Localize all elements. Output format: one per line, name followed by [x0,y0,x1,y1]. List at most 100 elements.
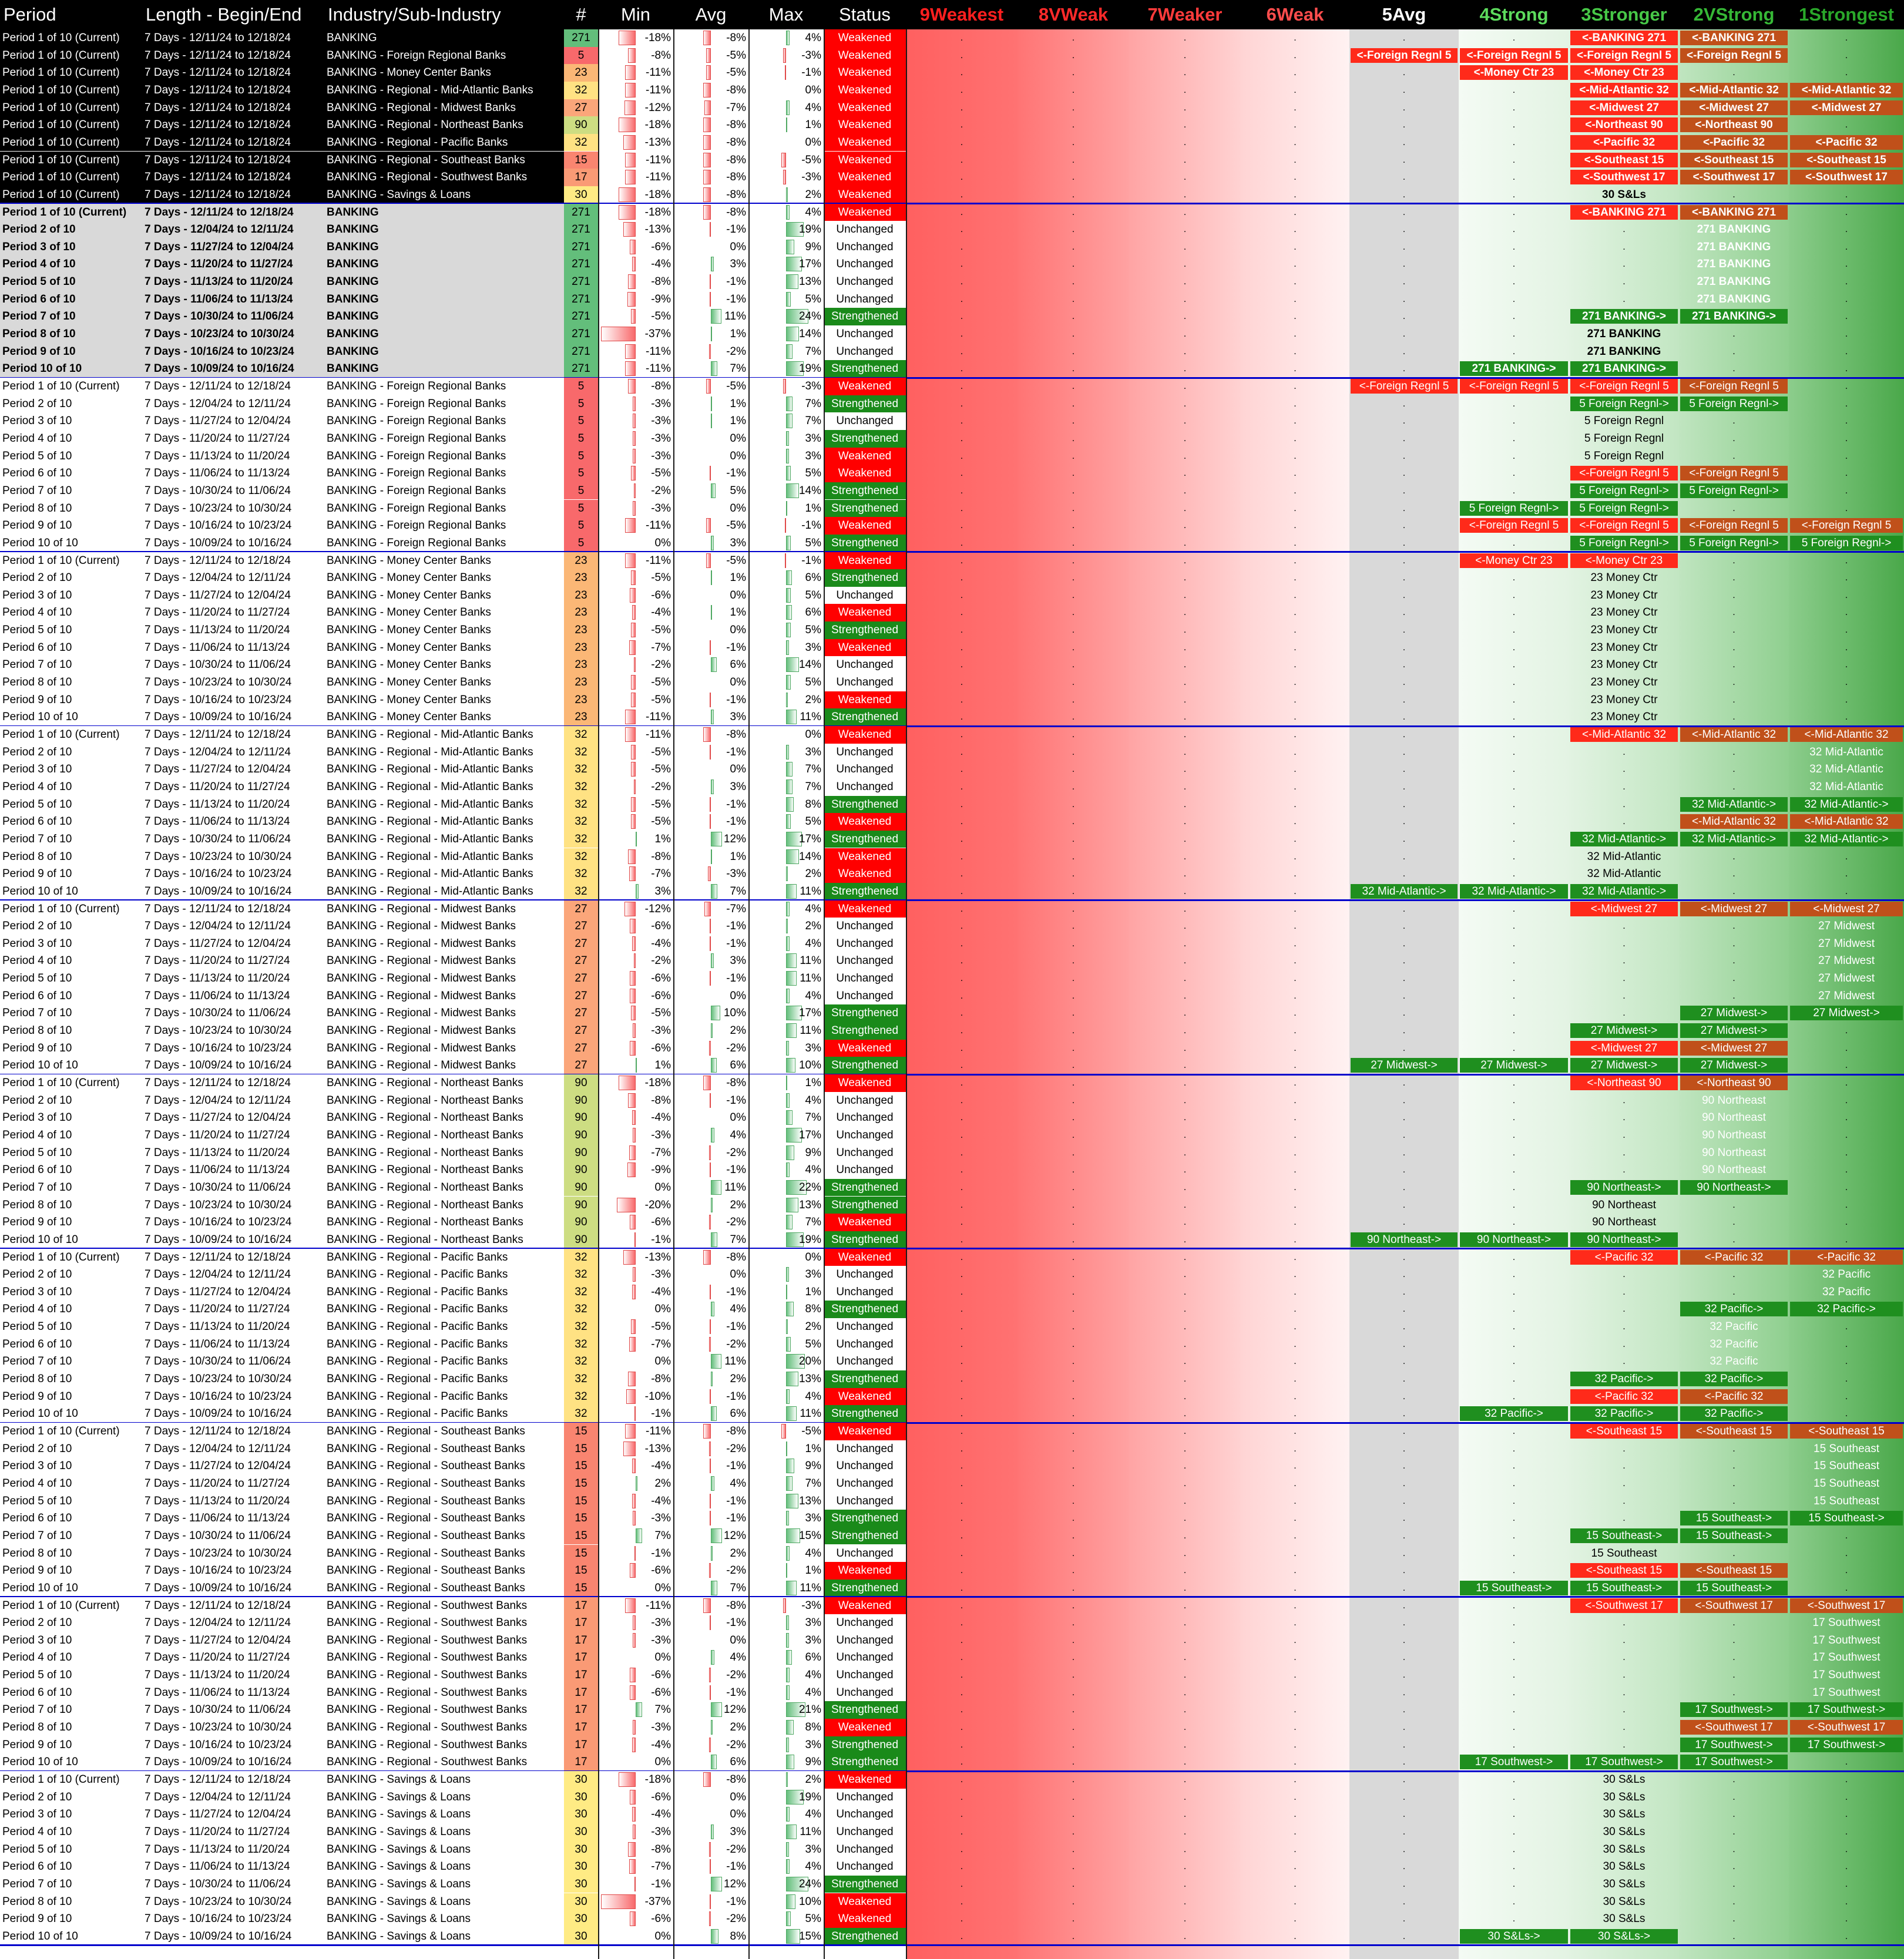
rank-cell[interactable]: . [1018,256,1129,273]
rank-tag[interactable]: <-Pacific 32 [1570,135,1678,150]
rank-cell[interactable]: . [1569,744,1679,761]
rank-cell[interactable]: . [1241,1858,1349,1876]
rank-cell[interactable]: . [906,1597,1018,1615]
rank-tag[interactable]: <-Midwest 27 [1680,100,1788,115]
rank-cell[interactable]: . [1241,500,1349,518]
table-row[interactable]: Period 5 of 10 7 Days - 11/13/24 to 11/20… [0,273,1904,291]
rank-cell[interactable]: . [1129,1632,1241,1649]
rank-cell[interactable]: . [906,47,1018,65]
rank-cell[interactable]: <-Foreign Regnl 5 [1679,465,1789,482]
rank-cell[interactable]: <-Southwest 17 [1679,169,1789,186]
rank-cell[interactable]: 32 Mid-Atlantic [1569,848,1679,866]
rank-cell[interactable]: <-Foreign Regnl 5 [1789,517,1904,535]
rank-cell[interactable]: . [1789,1562,1904,1580]
rank-tag[interactable]: 271 BANKING-> [1680,309,1788,324]
rank-cell[interactable]: . [1241,587,1349,604]
rank-cell[interactable]: . [1241,1057,1349,1074]
rank-cell[interactable]: . [1241,1684,1349,1702]
rank-tag[interactable]: 32 Mid-Atlantic-> [1680,797,1788,812]
rank-cell[interactable]: 17 Southwest-> [1789,1701,1904,1719]
rank-cell[interactable]: . [906,1040,1018,1057]
rank-cell[interactable]: . [1241,343,1349,361]
rank-tag[interactable]: <-Northeast 90 [1570,1076,1678,1090]
rank-tag[interactable]: 90 Northeast-> [1680,1180,1788,1195]
rank-cell[interactable]: . [1241,1127,1349,1144]
rank-cell[interactable]: . [906,831,1018,848]
table-row[interactable]: Period 8 of 10 7 Days - 10/23/24 to 10/30… [0,1893,1904,1911]
rank-cell[interactable]: 32 Pacific [1679,1353,1789,1370]
table-row[interactable]: Period 9 of 10 7 Days - 10/16/24 to 10/23… [0,342,1904,361]
rank-cell[interactable]: . [1129,1684,1241,1702]
rank-cell[interactable]: 271 BANKING-> [1569,308,1679,325]
rank-cell[interactable]: . [1129,169,1241,186]
rank-cell[interactable]: . [1569,918,1679,935]
table-row[interactable]: Period 1 of 10 (Current) 7 Days - 12/11/2… [0,81,1904,99]
rank-cell[interactable]: . [1241,761,1349,778]
rank-cell[interactable]: . [1349,395,1459,413]
rank-cell[interactable]: . [1679,1283,1789,1301]
rank-tag[interactable]: <-Foreign Regnl 5 [1680,518,1788,533]
table-row[interactable]: Period 1 of 10 (Current) 7 Days - 12/11/2… [0,64,1904,82]
rank-cell[interactable]: . [1129,1457,1241,1475]
rank-cell[interactable]: <-Foreign Regnl 5 [1569,378,1679,395]
rank-cell[interactable]: . [1789,587,1904,604]
rank-tag[interactable]: 30 S&Ls [1603,1913,1646,1926]
rank-cell[interactable]: . [1018,82,1129,99]
rank-cell[interactable]: . [1569,952,1679,970]
rank-cell[interactable]: . [1789,465,1904,482]
rank-cell[interactable]: . [1569,1283,1679,1301]
rank-cell[interactable]: . [906,1527,1018,1545]
rank-cell[interactable]: . [906,1475,1018,1493]
rank-cell[interactable]: . [1789,360,1904,378]
rank-cell[interactable]: . [1459,656,1569,674]
rank-tag[interactable]: <-Foreign Regnl 5 [1460,518,1568,533]
rank-cell[interactable]: . [1349,1475,1459,1493]
rank-cell[interactable]: . [906,1771,1018,1789]
rank-cell[interactable]: . [1018,604,1129,621]
rank-cell[interactable]: . [1241,1197,1349,1214]
rank-tag[interactable]: <-Midwest 27 [1790,901,1903,916]
rank-cell[interactable]: 27 Midwest [1789,935,1904,953]
rank-cell[interactable]: . [1129,1144,1241,1162]
rank-cell[interactable]: . [1459,1040,1569,1057]
rank-cell[interactable]: . [1129,395,1241,413]
rank-cell[interactable]: 30 S&Ls [1569,1858,1679,1876]
rank-cell[interactable]: . [1459,970,1569,987]
rank-cell[interactable]: . [1241,47,1349,65]
rank-cell[interactable]: 30 S&Ls [1569,1771,1679,1789]
rank-cell[interactable]: . [906,1789,1018,1806]
rank-cell[interactable]: . [1241,952,1349,970]
rank-cell[interactable]: . [1129,1423,1241,1440]
rank-cell[interactable]: . [906,813,1018,831]
rank-tag[interactable]: <-Midwest 27 [1680,1040,1788,1056]
rank-tag[interactable]: 27 Midwest-> [1680,1006,1788,1021]
rank-cell[interactable]: . [1018,674,1129,691]
rank-cell[interactable]: . [906,517,1018,535]
rank-cell[interactable]: . [1569,1109,1679,1127]
rank-cell[interactable]: . [1459,639,1569,657]
rank-cell[interactable]: 17 Southwest-> [1789,1736,1904,1754]
rank-cell[interactable]: . [1129,1179,1241,1197]
rank-tag[interactable]: 17 Southwest-> [1680,1755,1788,1770]
rank-cell[interactable]: . [1129,674,1241,691]
rank-cell[interactable]: . [906,744,1018,761]
rank-cell[interactable]: 27 Midwest-> [1459,1057,1569,1074]
rank-cell[interactable]: <-Mid-Atlantic 32 [1679,813,1789,831]
rank-cell[interactable]: 5 Foreign Regnl-> [1679,535,1789,552]
rank-cell[interactable]: . [1459,674,1569,691]
rank-tag[interactable]: 27 Midwest [1818,937,1875,950]
rank-cell[interactable]: . [1129,1388,1241,1406]
rank-cell[interactable]: . [1241,1597,1349,1615]
rank-cell[interactable]: . [1129,256,1241,273]
rank-cell[interactable]: . [1789,1022,1904,1040]
rank-cell[interactable]: . [1241,1510,1349,1527]
rank-cell[interactable]: . [1018,99,1129,117]
rank-tag[interactable]: 27 Midwest-> [1680,1058,1788,1073]
rank-cell[interactable]: . [1349,552,1459,570]
rank-cell[interactable]: . [1679,1666,1789,1684]
rank-cell[interactable]: . [1789,64,1904,82]
rank-cell[interactable]: . [906,691,1018,709]
rank-tag[interactable]: 90 Northeast-> [1570,1232,1678,1247]
rank-tag[interactable]: <-Pacific 32 [1680,1249,1788,1265]
rank-cell[interactable]: . [1129,1597,1241,1615]
